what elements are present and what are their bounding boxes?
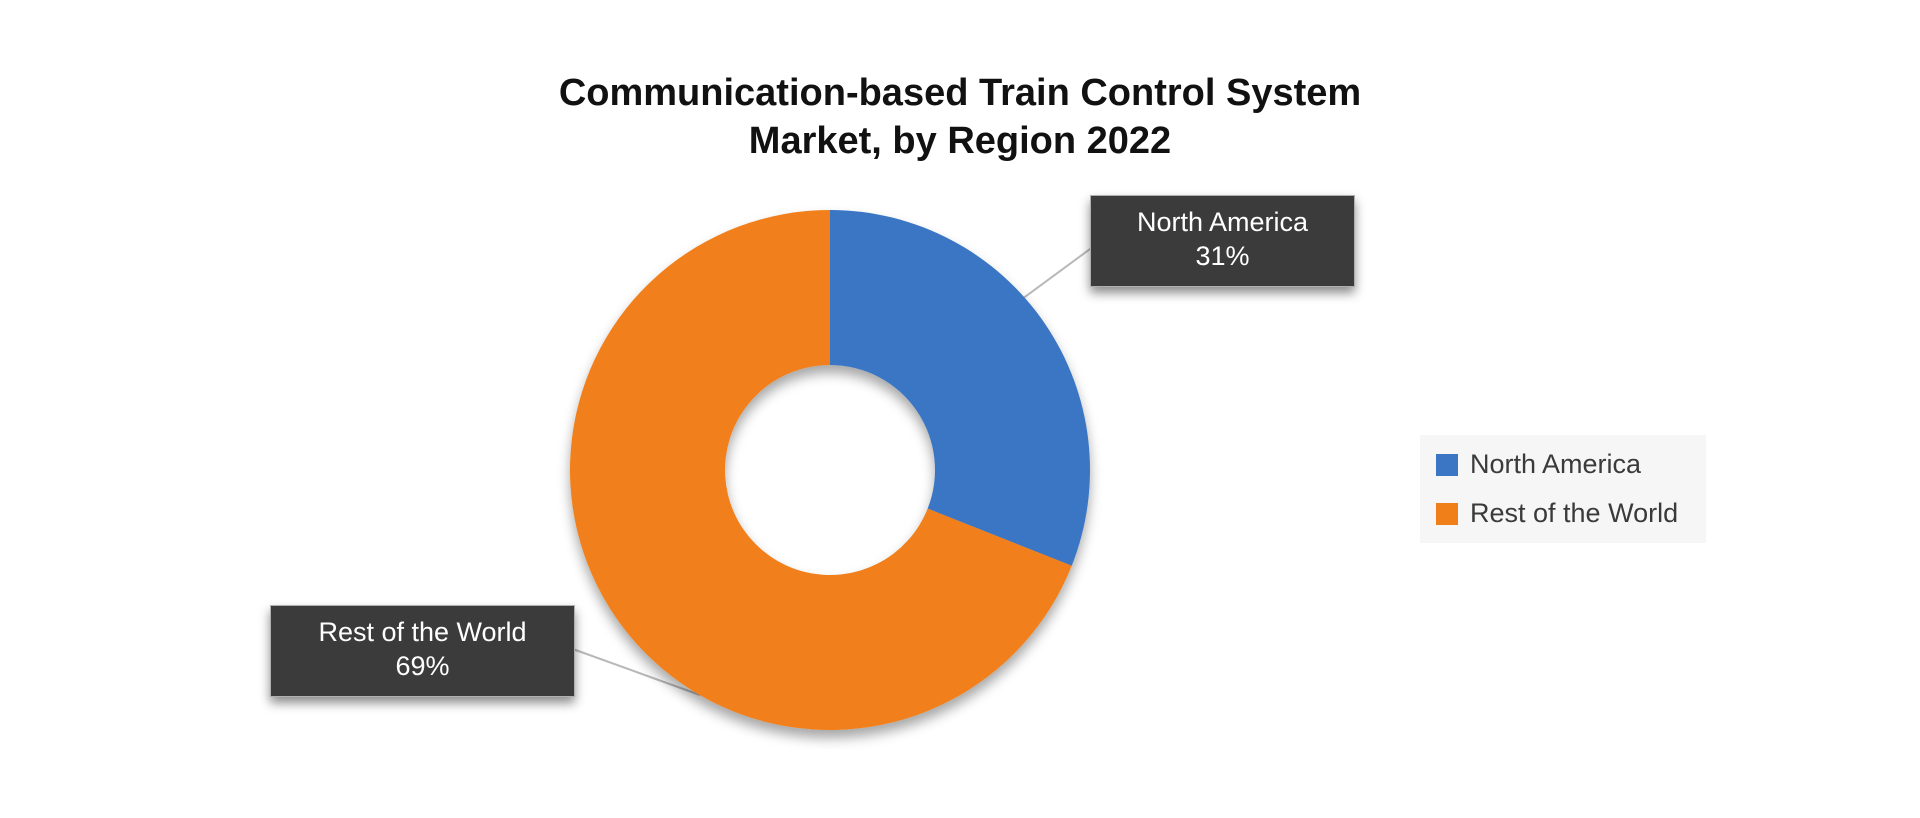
donut-slices <box>570 210 1090 730</box>
legend-label-na: North America <box>1470 449 1641 480</box>
callout-row-label: Rest of the World <box>318 617 526 647</box>
legend-swatch-row <box>1436 503 1458 525</box>
callout-rest-of-world: Rest of the World 69% <box>270 605 575 697</box>
legend-item-north-america: North America <box>1436 449 1678 480</box>
chart-title-line2: Market, by Region 2022 <box>749 120 1171 162</box>
legend-swatch-na <box>1436 454 1458 476</box>
callout-row-pct: 69% <box>289 650 556 684</box>
chart-title: Communication-based Train Control System… <box>0 70 1920 165</box>
legend-label-row: Rest of the World <box>1470 498 1678 529</box>
legend-item-rest-of-world: Rest of the World <box>1436 498 1678 529</box>
legend: North America Rest of the World <box>1420 435 1706 543</box>
donut-chart <box>550 190 1110 750</box>
callout-na-label: North America <box>1137 207 1308 237</box>
donut-slice <box>830 210 1090 566</box>
chart-title-line1: Communication-based Train Control System <box>559 72 1361 114</box>
callout-north-america: North America 31% <box>1090 195 1355 287</box>
chart-stage: Communication-based Train Control System… <box>0 0 1920 818</box>
callout-na-pct: 31% <box>1109 240 1336 274</box>
